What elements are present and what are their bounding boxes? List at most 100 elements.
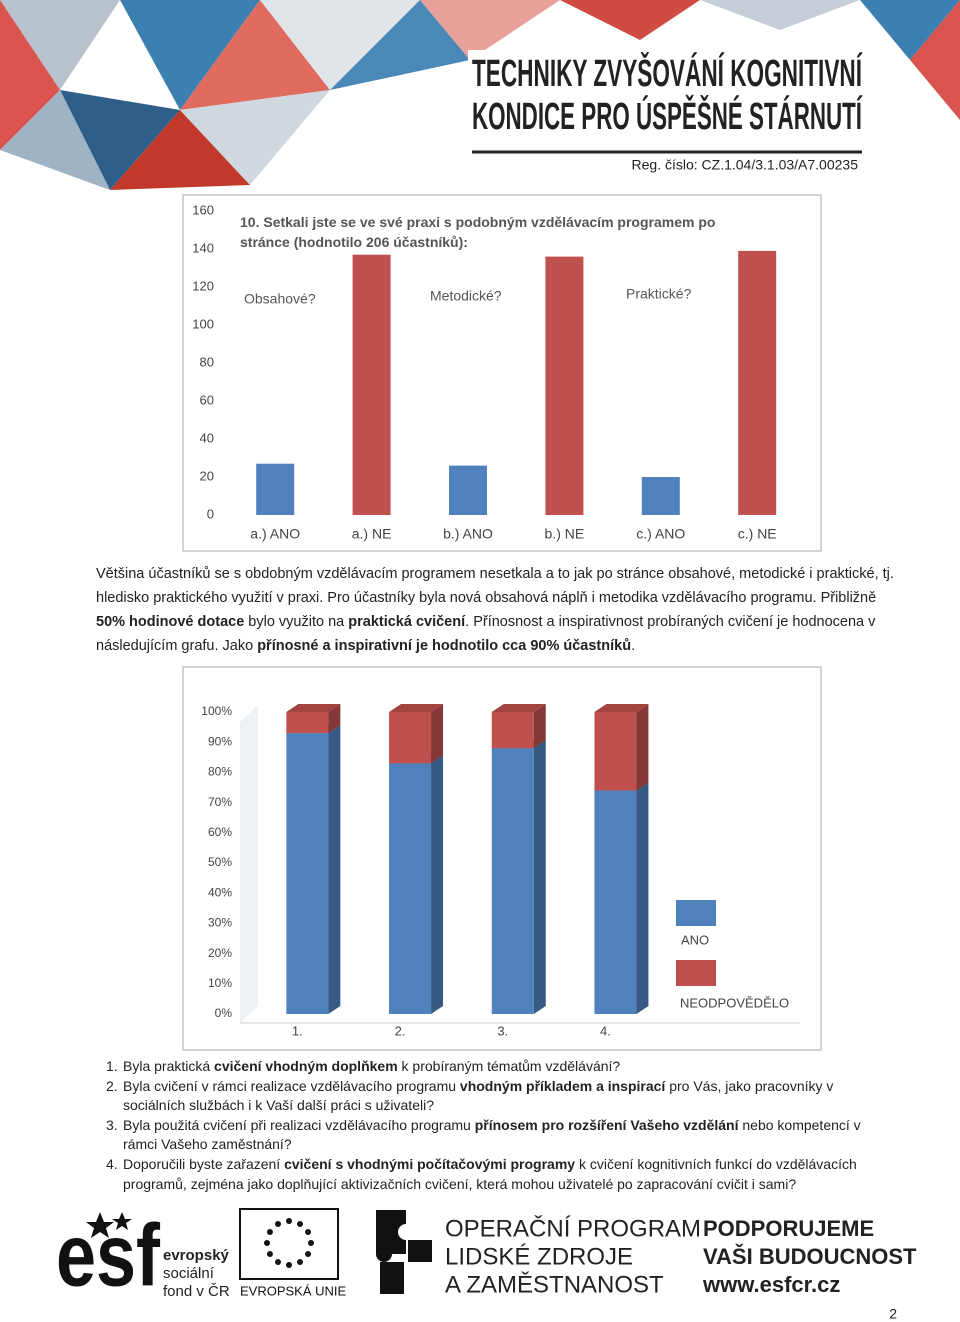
- esf-logo-text: esf: [56, 1205, 161, 1304]
- text-segment: Byla cvičení v rámci realizace vzdělávac…: [123, 1077, 460, 1094]
- text-segment: Doporučili byste zařazení: [123, 1155, 285, 1172]
- question: 1. Byla praktická cvičení vhodným doplňke…: [106, 1057, 866, 1077]
- esf-text: evropský: [163, 1247, 230, 1264]
- x-tick-label: c.) NE: [738, 526, 777, 542]
- legend-swatch: [676, 960, 716, 986]
- bar-segment: [286, 733, 329, 1014]
- reg-number: Reg. číslo: CZ.1.04/3.1.03/A7.00235: [632, 157, 859, 173]
- question-number: 4.: [106, 1155, 118, 1172]
- bar-segment: [286, 712, 329, 734]
- op-logo: [376, 1210, 432, 1294]
- eu-star: [266, 1251, 273, 1257]
- bar-top: [389, 704, 444, 712]
- legend-label: NEODPOVĚDĚLO: [680, 995, 789, 1010]
- x-tick-label: c.) ANO: [636, 526, 685, 542]
- x-tick-label: 1.: [292, 1023, 303, 1038]
- legend-swatch: [676, 900, 716, 926]
- eu-star: [264, 1240, 270, 1246]
- y-tick-label: 60: [200, 392, 214, 407]
- y-tick-label: 30%: [208, 916, 232, 930]
- bar: [256, 463, 295, 515]
- bar: [738, 250, 777, 515]
- bar-top: [594, 704, 649, 712]
- text-segment: nebo kompetencí v rámci Vašeho zaměstnán…: [123, 1116, 861, 1153]
- header-triangles: [0, 0, 960, 190]
- y-tick-label: 0%: [215, 1006, 233, 1020]
- x-tick-label: a.) NE: [352, 526, 392, 542]
- text-segment: cvičení s vhodnými počítačovými programy: [284, 1155, 576, 1172]
- eu-text: EVROPSKÁ UNIE: [240, 1283, 347, 1298]
- text-segment: Byla použitá cvičení při realizaci vzděl…: [123, 1116, 475, 1133]
- esf-text: fond v ČR: [163, 1283, 230, 1300]
- eu-star: [297, 1259, 303, 1266]
- bar: [449, 465, 487, 515]
- y-tick-label: 80: [200, 354, 214, 369]
- chart-title: 10. Setkali jste se ve své praxi s podob…: [240, 214, 716, 250]
- text-segment: pro Vás, jako pracovníky v sociálních sl…: [123, 1077, 834, 1114]
- y-tick-label: 0: [207, 506, 214, 521]
- esf-logo: esf: [56, 1205, 161, 1304]
- web: www.esfcr.cz: [702, 1272, 840, 1297]
- y-tick-label: 20%: [208, 946, 232, 960]
- bar-top: [286, 704, 341, 712]
- bar: [641, 477, 680, 515]
- text-segment: k probíraným tématům vzdělávání?: [397, 1058, 621, 1074]
- bar-side: [431, 755, 444, 1014]
- annotation: Metodické?: [430, 288, 502, 304]
- text-segment: .: [631, 638, 636, 654]
- question: 3. Byla použitá cvičení při realizaci vzd…: [106, 1116, 866, 1155]
- bar-segment: [389, 763, 432, 1014]
- x-tick-label: b.) NE: [545, 526, 585, 542]
- slogan: PODPORUJEME: [703, 1216, 874, 1241]
- y-tick-label: 140: [192, 240, 214, 255]
- text-segment: přínosem pro rozšíření Vašeho vzdělání: [474, 1116, 739, 1133]
- question: 4. Doporučili byste zařazení cvičení s vh…: [106, 1155, 866, 1194]
- y-tick-label: 120: [192, 278, 214, 293]
- x-tick-label: 2.: [395, 1023, 406, 1038]
- x-tick-label: 3.: [497, 1023, 508, 1038]
- text-segment: 50% hodinové dotace: [96, 614, 245, 630]
- header-title: TECHNIKY ZVYŠOVÁNÍ KOGNITIVNÍ: [472, 50, 863, 95]
- y-tick-label: 40: [200, 430, 214, 445]
- y-tick-label: 60%: [208, 825, 232, 839]
- eu-stars: [264, 1218, 314, 1268]
- y-tick-label: 20: [200, 468, 214, 483]
- question-number: 1.: [106, 1058, 118, 1074]
- text-segment: Většina účastníků se s obdobným vzděláva…: [96, 566, 894, 606]
- chart-wall: [240, 705, 258, 1023]
- op-text: A ZAMĚSTNANOST: [445, 1271, 664, 1298]
- bar-side: [636, 704, 649, 791]
- question-list: 1. Byla praktická cvičení vhodným doplňke…: [106, 1057, 866, 1194]
- x-tick-label: b.) ANO: [443, 526, 493, 542]
- bar-side: [636, 782, 649, 1014]
- eu-star: [308, 1240, 314, 1246]
- text-segment: Byla praktická: [123, 1058, 215, 1074]
- eu-star: [286, 1262, 292, 1268]
- y-tick-label: 160: [192, 202, 214, 217]
- bar-side: [328, 704, 341, 734]
- x-tick-label: 4.: [600, 1023, 611, 1038]
- paragraph: Většina účastníků se s obdobným vzděláva…: [96, 562, 896, 658]
- bar-segment: [491, 748, 534, 1014]
- eu-star: [275, 1220, 281, 1227]
- bar-top: [491, 704, 546, 712]
- eu-star: [305, 1229, 312, 1235]
- y-tick-label: 100: [192, 316, 214, 331]
- text-segment: . Přínosnost a inspirativnost probíranýc…: [96, 614, 876, 654]
- slogan: VAŠI BUDOUCNOST: [703, 1244, 917, 1269]
- bar-segment: [594, 790, 637, 1014]
- op-text: OPERAČNÍ PROGRAM: [445, 1214, 701, 1242]
- y-tick-label: 40%: [208, 885, 232, 899]
- y-tick-label: 10%: [208, 976, 232, 990]
- y-tick-label: 90%: [208, 734, 232, 748]
- question-number: 3.: [106, 1116, 118, 1133]
- eu-star: [286, 1218, 292, 1224]
- annotation: Praktické?: [626, 286, 692, 302]
- text-segment: cvičení vhodným doplňkem: [214, 1058, 398, 1074]
- bar-segment: [491, 712, 534, 749]
- bar-segment: [594, 712, 637, 791]
- text-segment: přínosné a inspirativní je hodnotilo cca…: [257, 638, 632, 654]
- eu-star: [266, 1229, 273, 1235]
- x-tick-label: a.) ANO: [250, 526, 300, 542]
